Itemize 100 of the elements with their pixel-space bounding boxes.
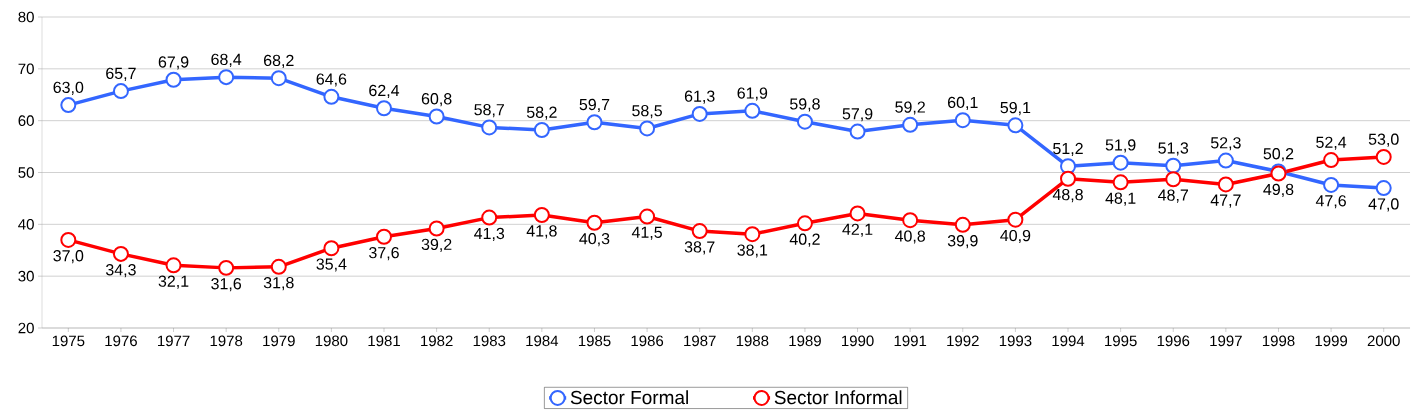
data-label: 39,2	[421, 238, 452, 252]
data-label: 37,6	[369, 246, 399, 261]
x-tick-label: 1990	[842, 335, 874, 347]
point	[1060, 170, 1077, 187]
legend-label: Sector Formal	[570, 390, 688, 405]
point	[586, 214, 603, 231]
data-label: 59,1	[1000, 101, 1031, 116]
point	[428, 220, 445, 237]
point	[1217, 176, 1234, 193]
y-tick-label: 80	[18, 11, 34, 23]
x-tick-label: 1991	[894, 335, 927, 347]
x-tick-label: 1975	[52, 335, 85, 347]
data-label: 59,7	[579, 98, 610, 113]
point	[954, 112, 971, 129]
data-label: 53,0	[1368, 133, 1399, 147]
data-label: 51,3	[1158, 142, 1189, 156]
point	[218, 69, 235, 86]
data-label: 39,9	[947, 235, 978, 249]
data-label: 64,6	[316, 73, 347, 87]
x-tick-label: 1989	[789, 335, 821, 347]
data-label: 52,3	[1210, 137, 1241, 151]
point	[533, 207, 550, 223]
data-label: 63,0	[53, 81, 84, 95]
data-label: 47,6	[1315, 195, 1346, 209]
data-label: 68,2	[264, 54, 294, 68]
x-tick-label: 1981	[368, 335, 400, 347]
x-tick-label: 1985	[578, 335, 611, 347]
data-label: 35,4	[316, 258, 347, 272]
data-label: 41,8	[526, 225, 557, 239]
point	[586, 114, 603, 131]
point	[744, 102, 761, 119]
data-label: 67,9	[158, 56, 189, 70]
point	[796, 215, 813, 232]
data-label: 40,9	[1000, 229, 1031, 244]
point	[691, 105, 708, 122]
x-tick-label: 1992	[947, 335, 979, 347]
y-tick-label: 50	[18, 167, 34, 178]
point	[112, 245, 129, 262]
x-tick-label: 1986	[631, 335, 664, 347]
point	[428, 108, 445, 125]
x-tick-label: 1976	[105, 335, 137, 347]
point	[1217, 152, 1234, 169]
data-label: 58,2	[526, 106, 557, 120]
data-label: 52,4	[1316, 136, 1347, 150]
x-tick-label: 1979	[263, 335, 295, 347]
y-tick-label: 20	[18, 322, 34, 334]
data-label: 59,2	[895, 101, 925, 115]
x-tick-label: 1995	[1105, 335, 1137, 347]
x-tick-label: 1982	[421, 335, 453, 347]
point	[691, 223, 708, 240]
legend-label: Sector Informal	[774, 390, 902, 405]
data-label: 49,8	[1263, 183, 1294, 197]
y-tick-label: 60	[18, 115, 34, 126]
data-label: 31,8	[263, 277, 294, 291]
x-tick-label: 1994	[1052, 335, 1085, 347]
data-label: 40,2	[789, 233, 820, 247]
x-tick-label: 1977	[158, 335, 190, 347]
data-label: 41,5	[631, 226, 662, 240]
point	[270, 258, 287, 275]
point	[323, 88, 340, 105]
point	[1375, 180, 1392, 197]
data-label: 60,1	[948, 96, 978, 110]
data-label: 51,2	[1053, 142, 1083, 157]
point	[270, 70, 287, 87]
point	[902, 212, 919, 229]
point	[1165, 171, 1182, 188]
point	[639, 208, 656, 225]
point	[902, 116, 919, 133]
point	[165, 71, 182, 88]
data-label: 40,3	[579, 232, 610, 247]
point	[60, 231, 77, 248]
x-tick-label: 1993	[999, 335, 1032, 347]
data-label: 61,9	[737, 87, 768, 101]
data-label: 32,1	[158, 275, 189, 289]
x-tick-label: 2000	[1367, 335, 1400, 347]
point	[1007, 117, 1024, 134]
x-tick-label: 1999	[1315, 335, 1348, 347]
point	[376, 228, 393, 245]
x-tick-label: 1978	[210, 335, 243, 347]
point	[1165, 157, 1182, 174]
point	[1112, 154, 1129, 171]
data-label: 38,7	[684, 241, 715, 255]
data-label: 57,9	[842, 108, 873, 122]
point	[376, 100, 393, 117]
x-tick-label: 1988	[736, 335, 769, 347]
data-label: 59,8	[790, 98, 820, 112]
point	[1112, 174, 1129, 191]
point	[481, 209, 498, 226]
data-label: 31,6	[211, 278, 242, 292]
point	[1323, 176, 1340, 193]
data-label: 41,3	[474, 227, 505, 242]
data-label: 47,0	[1368, 198, 1399, 212]
x-tick-label: 1984	[526, 335, 559, 347]
data-label: 38,1	[737, 244, 768, 258]
data-label: 62,4	[369, 84, 400, 99]
data-label: 37,0	[53, 250, 84, 264]
data-label: 58,5	[632, 105, 662, 119]
y-tick-label: 30	[18, 270, 34, 282]
data-label: 48,7	[1158, 189, 1189, 203]
point	[1007, 211, 1024, 228]
